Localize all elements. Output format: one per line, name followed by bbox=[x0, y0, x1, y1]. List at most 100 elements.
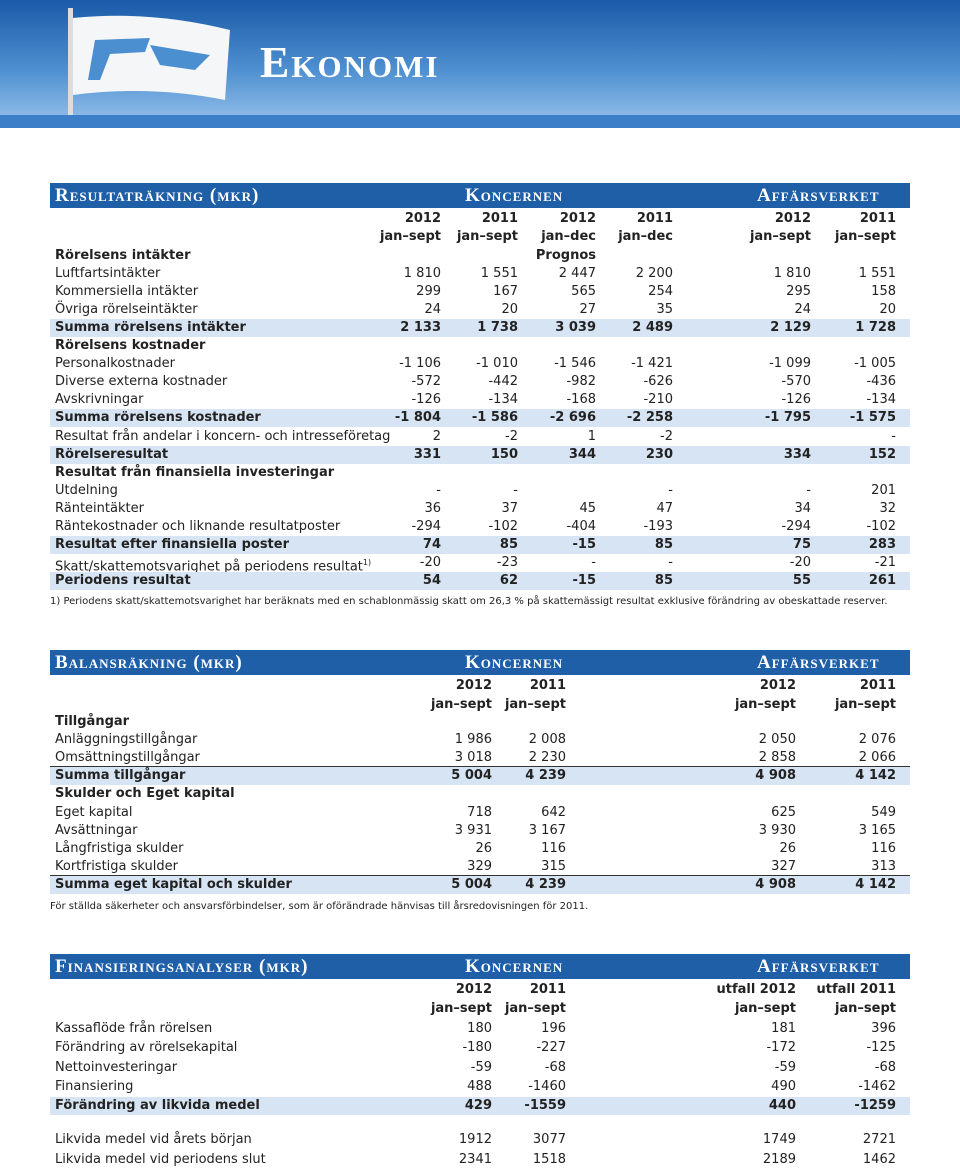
row-label: Resultat från andelar i koncern- och int… bbox=[55, 428, 391, 444]
cell: 283 bbox=[868, 536, 896, 552]
cell: -1 795 bbox=[764, 410, 811, 426]
row-label: Luftfartsintäkter bbox=[55, 266, 161, 282]
row-label: Kassaflöde från rörelsen bbox=[55, 1021, 213, 1036]
cell: -1 099 bbox=[769, 356, 811, 372]
cell: -102 bbox=[866, 518, 896, 534]
cell: 34 bbox=[794, 500, 811, 516]
cell: -626 bbox=[643, 374, 673, 390]
row-label: Likvida medel vid årets början bbox=[55, 1132, 252, 1147]
row-label: Resultat från finansiella investeringar bbox=[55, 464, 335, 480]
cell: -1 586 bbox=[471, 410, 518, 426]
cell: 45 bbox=[579, 500, 596, 516]
row-label: Personalkostnader bbox=[55, 356, 175, 372]
column-period: jan–sept bbox=[749, 229, 811, 244]
cell: -59 bbox=[774, 1060, 796, 1075]
cell: 167 bbox=[493, 284, 518, 300]
cell: 565 bbox=[571, 284, 596, 300]
cell: -126 bbox=[411, 392, 441, 408]
cell: 85 bbox=[654, 536, 673, 552]
cell: 24 bbox=[794, 302, 811, 318]
row-label: Anläggningstillgångar bbox=[55, 732, 198, 748]
cell: -1559 bbox=[524, 1098, 566, 1113]
column-year: utfall 2012 bbox=[716, 982, 796, 997]
cell: 5 004 bbox=[451, 876, 492, 892]
cell: 74 bbox=[422, 536, 441, 552]
column-period: jan–sept bbox=[734, 697, 796, 712]
cell: 181 bbox=[771, 1021, 796, 1036]
cell: 35 bbox=[656, 302, 673, 318]
cell: 490 bbox=[771, 1079, 796, 1094]
cell: -15 bbox=[572, 536, 597, 552]
cell: 1518 bbox=[532, 1152, 566, 1167]
cell: - bbox=[806, 482, 811, 498]
cell: -20 bbox=[789, 554, 811, 570]
row-label: Övriga rörelseintäkter bbox=[55, 302, 198, 318]
row-label: Förändring av rörelsekapital bbox=[55, 1040, 238, 1055]
cell: 230 bbox=[645, 446, 673, 462]
cell: 440 bbox=[768, 1098, 796, 1113]
row-label: Finansiering bbox=[55, 1079, 134, 1094]
cell: -1462 bbox=[858, 1079, 896, 1094]
row-highlight bbox=[50, 767, 910, 786]
column-year: 2012 bbox=[455, 982, 492, 997]
cell: -193 bbox=[643, 518, 673, 534]
cell: - bbox=[891, 428, 896, 444]
cell: 196 bbox=[541, 1021, 566, 1036]
cell: 295 bbox=[786, 284, 811, 300]
cell: 158 bbox=[871, 284, 896, 300]
cell: 55 bbox=[792, 572, 811, 588]
group-title: Affärsverket bbox=[757, 956, 880, 977]
cell: 1462 bbox=[862, 1152, 896, 1167]
cell: 2 076 bbox=[858, 732, 896, 748]
cell: 429 bbox=[464, 1098, 492, 1113]
cell: 488 bbox=[467, 1079, 492, 1094]
column-year: 2012 bbox=[455, 678, 492, 693]
row-label: Likvida medel vid periodens slut bbox=[55, 1152, 266, 1167]
cell: 396 bbox=[871, 1021, 896, 1036]
footnote: För ställda säkerheter och ansvarsförbin… bbox=[50, 901, 589, 912]
cell: 549 bbox=[871, 804, 896, 820]
section-bar bbox=[50, 183, 910, 208]
cell: 1 810 bbox=[403, 266, 441, 282]
flag bbox=[68, 8, 230, 115]
cell: 3 165 bbox=[858, 822, 896, 838]
cell: -68 bbox=[544, 1060, 566, 1075]
cell: 4 239 bbox=[525, 768, 566, 784]
row-label: Skulder och Eget kapital bbox=[55, 786, 235, 802]
cell: 20 bbox=[501, 302, 518, 318]
cell: 5 004 bbox=[451, 768, 492, 784]
cell: -1 575 bbox=[849, 410, 896, 426]
cell: -168 bbox=[566, 392, 596, 408]
cell: 331 bbox=[413, 446, 441, 462]
row-label: Summa rörelsens kostnader bbox=[55, 410, 261, 426]
column-year: 2011 bbox=[859, 211, 896, 226]
cell: 75 bbox=[792, 536, 811, 552]
cell: 4 142 bbox=[855, 876, 896, 892]
row-label: Rörelsens intäkter bbox=[55, 248, 191, 263]
column-year: 2011 bbox=[529, 678, 566, 693]
cell: 1912 bbox=[458, 1132, 492, 1147]
cell: -15 bbox=[572, 572, 597, 588]
section-bar bbox=[50, 650, 910, 675]
row-label: Summa tillgångar bbox=[55, 768, 186, 784]
cell: 299 bbox=[416, 284, 441, 300]
row-underline bbox=[50, 766, 910, 768]
row-label: Omsättningstillgångar bbox=[55, 750, 200, 766]
column-year: 2012 bbox=[774, 211, 811, 226]
group-title: Koncernen bbox=[465, 652, 564, 673]
group-title: Affärsverket bbox=[757, 185, 880, 206]
cell: 1 551 bbox=[858, 266, 896, 282]
cell: -1 421 bbox=[631, 356, 673, 372]
cell: -572 bbox=[411, 374, 441, 390]
column-year: 2011 bbox=[481, 211, 518, 226]
column-year: 2012 bbox=[559, 211, 596, 226]
cell: 344 bbox=[568, 446, 596, 462]
row-label: Rörelseresultat bbox=[55, 446, 169, 462]
section-title: Resultaträkning (mkr) bbox=[55, 185, 260, 206]
cell: -1 546 bbox=[554, 356, 596, 372]
cell: 54 bbox=[422, 572, 441, 588]
cell: 313 bbox=[871, 858, 896, 874]
cell: 1 551 bbox=[480, 266, 518, 282]
cell: 3077 bbox=[532, 1132, 566, 1147]
